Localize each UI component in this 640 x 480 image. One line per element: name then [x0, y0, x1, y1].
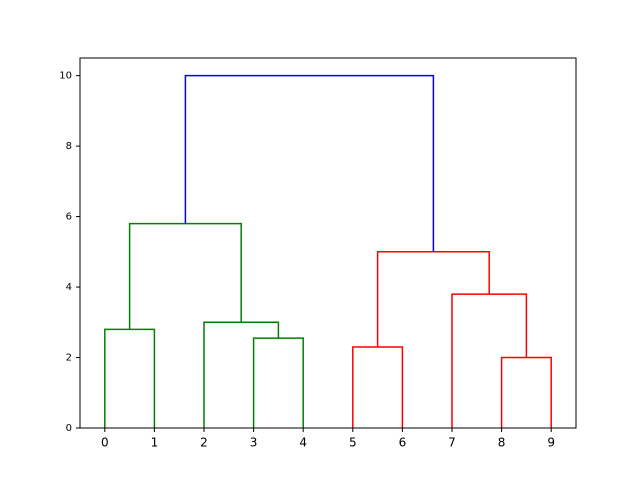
x-tick-label: 0 [101, 436, 109, 450]
x-tick-label: 6 [399, 436, 407, 450]
y-tick-label: 10 [59, 71, 72, 82]
plot-frame [79, 57, 577, 429]
x-tick-label: 2 [200, 436, 208, 450]
y-tick-label: 0 [66, 423, 72, 434]
x-tick-label: 4 [299, 436, 307, 450]
y-tick-label: 4 [66, 282, 72, 293]
x-tick-label: 8 [498, 436, 506, 450]
dendrogram-link [203, 321, 280, 428]
y-tick-label: 2 [66, 353, 72, 364]
x-tick-label: 5 [349, 436, 357, 450]
dendrogram-link [184, 74, 435, 252]
dendrogram-link [128, 222, 242, 330]
x-tick-label: 1 [151, 436, 159, 450]
dendrogram-link [352, 346, 404, 428]
x-tick-label: 7 [448, 436, 456, 450]
x-tick-label: 3 [250, 436, 258, 450]
dendrogram-link [500, 356, 552, 428]
dendrogram-link [104, 328, 156, 428]
y-tick-label: 8 [66, 141, 72, 152]
x-tick-label: 9 [547, 436, 555, 450]
dendrogram-link [451, 293, 528, 428]
dendrogram-link [252, 337, 304, 428]
dendrogram-link [376, 251, 490, 347]
y-tick-label: 6 [66, 212, 72, 223]
